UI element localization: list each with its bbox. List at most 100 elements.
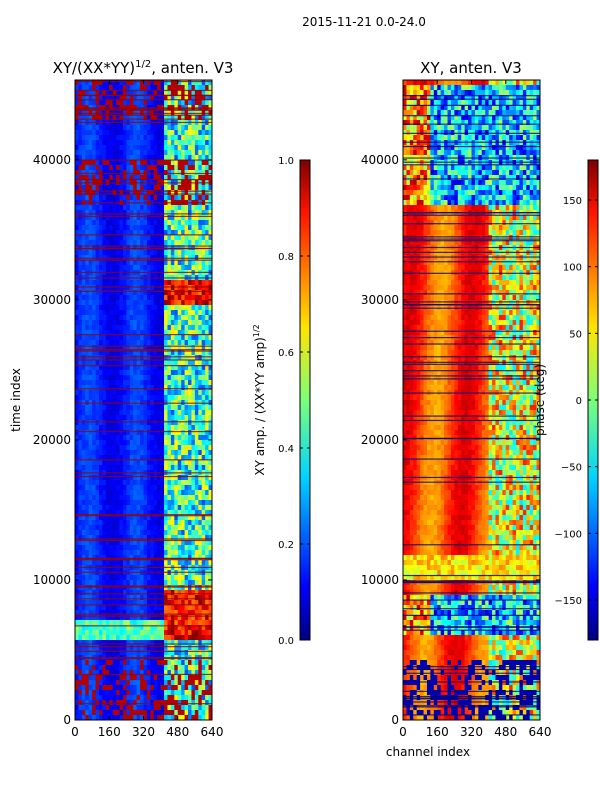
heatmap-cell [194, 545, 199, 551]
heatmap-cell [112, 155, 117, 161]
heatmap-cell [208, 220, 212, 226]
heatmap-cell [208, 645, 212, 651]
heatmap-cell [119, 625, 124, 631]
heatmap-cell [181, 360, 185, 366]
heatmap-cell [170, 155, 175, 161]
heatmap-cell [112, 580, 117, 586]
heatmap-cell [122, 490, 127, 496]
heatmap-cell [75, 225, 79, 231]
heatmap-cell [119, 485, 124, 491]
heatmap-cell [112, 185, 117, 191]
heatmap-cell [122, 130, 127, 136]
heatmap-cell [112, 515, 117, 521]
heatmap-cell [170, 480, 175, 486]
heatmap-cell [140, 150, 144, 156]
heatmap-cell [98, 675, 103, 681]
heatmap-cell [129, 185, 134, 191]
heatmap-cell [191, 410, 196, 416]
heatmap-cell [129, 395, 134, 401]
heatmap-cell [95, 310, 100, 316]
heatmap-cell [95, 230, 100, 236]
heatmap-cell [160, 440, 165, 446]
heatmap-cell [78, 690, 83, 696]
heatmap-cell [109, 695, 114, 701]
heatmap-cell [95, 700, 100, 706]
heatmap-cell [88, 360, 93, 366]
heatmap-cell [181, 575, 185, 581]
heatmap-cell [174, 620, 179, 626]
heatmap-cell [177, 215, 182, 221]
heatmap-cell [81, 115, 86, 121]
heatmap-cell [85, 645, 90, 651]
heatmap-cell [194, 495, 199, 501]
heatmap-cell [208, 125, 212, 131]
heatmap-cell [112, 420, 117, 426]
heatmap-cell [201, 110, 206, 116]
heatmap-cell [85, 80, 90, 86]
heatmap-cell [95, 520, 100, 526]
heatmap-cell [129, 660, 134, 666]
heatmap-cell [167, 590, 172, 596]
heatmap-cell [122, 340, 127, 346]
heatmap-cell [184, 135, 189, 141]
heatmap-cell [184, 160, 189, 166]
heatmap-cell [126, 615, 131, 621]
heatmap-cell [126, 265, 131, 271]
heatmap-cell [164, 530, 168, 536]
heatmap-cell [105, 215, 110, 221]
heatmap-cell [92, 585, 96, 591]
heatmap-cell [150, 395, 155, 401]
heatmap-cell [160, 545, 165, 551]
heatmap-cell [85, 605, 90, 611]
heatmap-cell [150, 640, 155, 646]
heatmap-cell [177, 440, 182, 446]
heatmap-cell [119, 690, 124, 696]
heatmap-cell [153, 265, 158, 271]
heatmap-cell [164, 430, 168, 436]
heatmap-cell [150, 450, 155, 456]
heatmap-cell [116, 625, 120, 631]
heatmap-cell [85, 335, 90, 341]
heatmap-cell [78, 190, 83, 196]
heatmap-cell [143, 365, 148, 371]
heatmap-cell [102, 405, 107, 411]
heatmap-cell [191, 600, 196, 606]
heatmap-cell [181, 240, 185, 246]
heatmap-cell [160, 395, 165, 401]
heatmap-cell [116, 695, 120, 701]
heatmap-cell [112, 305, 117, 311]
heatmap-cell [92, 385, 96, 391]
heatmap-cell [191, 390, 196, 396]
heatmap-cell [198, 220, 203, 226]
heatmap-cell [164, 435, 168, 441]
heatmap-cell [184, 440, 189, 446]
heatmap-cell [78, 290, 83, 296]
heatmap-cell [198, 195, 203, 201]
heatmap-cell [198, 635, 203, 641]
heatmap-cell [136, 100, 141, 106]
heatmap-cell [85, 575, 90, 581]
heatmap-cell [188, 285, 192, 291]
heatmap-cell [181, 175, 185, 181]
heatmap-cell [81, 140, 86, 146]
heatmap-cell [105, 195, 110, 201]
heatmap-cell [205, 585, 209, 591]
heatmap-cell [105, 505, 110, 511]
heatmap-cell [146, 420, 151, 426]
heatmap-cell [194, 300, 199, 306]
heatmap-cell [95, 245, 100, 251]
heatmap-cell [75, 610, 79, 616]
heatmap-cell [129, 280, 134, 286]
heatmap-cell [88, 465, 93, 471]
heatmap-cell [143, 540, 148, 546]
heatmap-cell [119, 405, 124, 411]
heatmap-cell [164, 560, 168, 566]
heatmap-cell [194, 90, 199, 96]
heatmap-cell [143, 170, 148, 176]
heatmap-cell [122, 230, 127, 236]
heatmap-cell [81, 150, 86, 156]
heatmap-cell [160, 215, 165, 221]
heatmap-cell [160, 90, 165, 96]
heatmap-cell [153, 80, 158, 86]
heatmap-cell [181, 345, 185, 351]
